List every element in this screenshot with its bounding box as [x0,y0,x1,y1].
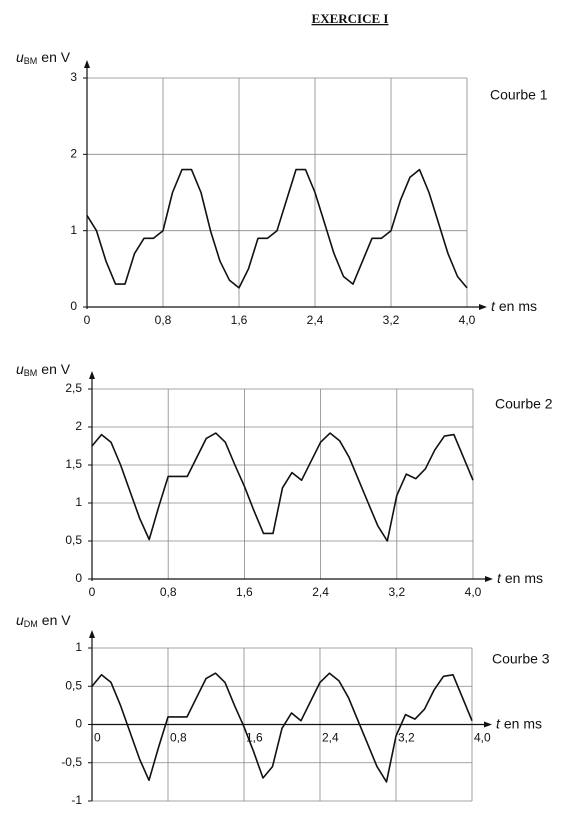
x-label-symbol: t [497,570,502,586]
x-tick-label: 2,4 [312,585,329,599]
y-axis-arrow [84,60,90,68]
data-line [91,672,473,783]
x-tick-label: 0 [94,731,101,745]
y-tick-label: 0 [75,717,82,731]
curve-label: Courbe 1 [490,87,548,103]
y-axis-label: uDM en V [16,612,71,630]
x-axis-label: t en ms [491,298,537,314]
y-axis-arrow [89,630,95,638]
x-label-symbol: t [491,298,496,314]
y-tick-label: 2 [75,419,82,433]
y-tick-label: 0 [70,299,77,313]
y-label-unit: en V [41,361,70,377]
x-tick-label: 4,0 [465,585,482,599]
x-label-unit: en ms [504,715,542,731]
x-tick-label: 0 [84,313,91,327]
y-tick-label: 2 [70,147,77,161]
x-axis-arrow [479,304,487,310]
curve-label: Courbe 3 [492,651,550,667]
x-tick-label: 0,8 [160,585,177,599]
y-label-unit: en V [41,49,70,65]
y-tick-label: 1 [75,640,82,654]
x-axis-arrow [485,576,493,582]
y-tick-label: 0,5 [65,678,82,692]
x-label-unit: en ms [499,298,537,314]
y-tick-label: 1 [70,223,77,237]
x-tick-label: 2,4 [307,313,324,327]
y-axis-label: uBM en V [16,49,71,67]
x-axis-arrow [484,721,492,728]
page-title: EXERCICE I [312,11,389,26]
x-label-symbol: t [496,715,501,731]
y-label-subscript: BM [24,56,38,66]
y-label-unit: en V [42,612,71,628]
x-tick-label: 0,8 [155,313,172,327]
data-line [91,432,474,542]
y-tick-label: 2,5 [65,381,82,395]
y-tick-label: 0,5 [65,533,82,547]
x-tick-label: 1,6 [231,313,248,327]
y-tick-label: 1,5 [65,457,82,471]
data-line [86,168,468,289]
y-tick-label: -0,5 [61,755,82,769]
x-tick-label: 4,0 [459,313,476,327]
x-tick-label: 3,2 [398,731,415,745]
y-label-subscript: BM [24,368,38,378]
x-tick-label: 0,8 [170,731,187,745]
x-tick-label: 0 [89,585,96,599]
curve-label: Courbe 2 [495,396,553,412]
y-label-symbol: u [16,49,24,65]
x-tick-label: 1,6 [236,585,253,599]
x-tick-label: 3,2 [388,585,405,599]
x-tick-label: 3,2 [383,313,400,327]
y-tick-label: 3 [70,70,77,84]
y-label-symbol: u [16,612,24,628]
y-label-symbol: u [16,361,24,377]
y-axis-label: uBM en V [16,361,71,379]
y-label-subscript: DM [24,619,38,629]
y-tick-label: 1 [75,495,82,509]
x-label-unit: en ms [505,570,543,586]
y-tick-label: -1 [71,793,82,807]
x-tick-label: 4,0 [474,731,491,745]
y-tick-label: 0 [75,571,82,585]
y-axis-arrow [89,371,95,379]
x-tick-label: 2,4 [322,731,339,745]
x-axis-label: t en ms [496,715,542,731]
x-axis-label: t en ms [497,570,543,586]
